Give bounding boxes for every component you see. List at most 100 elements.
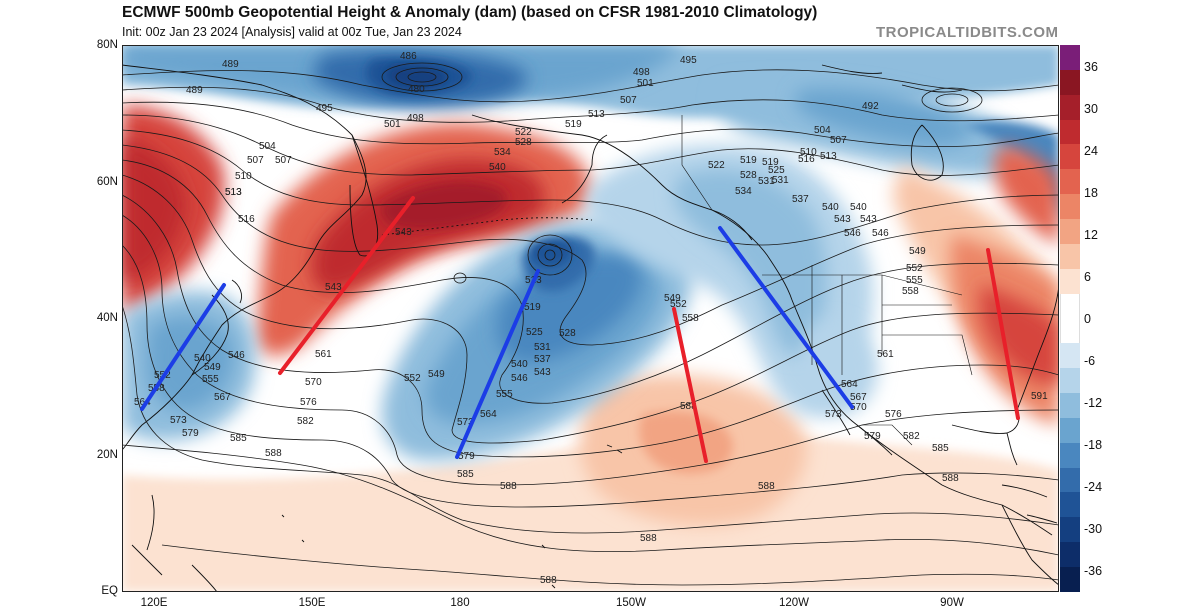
height-contours: [122, 62, 1059, 586]
contour-label: 570: [305, 377, 322, 388]
contour-label: 552: [404, 373, 421, 384]
colorbar-segment: [1060, 343, 1080, 369]
contour-label: 588: [640, 533, 657, 544]
contour-label: 513: [225, 187, 242, 198]
colorbar-label: -18: [1084, 438, 1103, 452]
contour-label: 579: [864, 431, 881, 442]
colorbar-label: 24: [1084, 144, 1098, 158]
map-title: ECMWF 500mb Geopotential Height & Anomal…: [122, 4, 818, 21]
contour-label: 558: [682, 313, 699, 324]
contour-label: 585: [932, 443, 949, 454]
contour-label: 549: [204, 362, 221, 373]
contour-label: 522: [515, 127, 532, 138]
contour-label: 543: [395, 227, 412, 238]
contour-label: 510: [235, 171, 252, 182]
colorbar-segment: [1060, 243, 1080, 269]
contour-label: 540: [194, 353, 211, 364]
contour-label: 519: [740, 155, 757, 166]
contour-label: 570: [850, 402, 867, 413]
contour-label: 543: [860, 214, 877, 225]
contour-label: 567: [850, 392, 867, 403]
contour-label: 555: [906, 275, 923, 286]
contour-label: 519: [524, 302, 541, 313]
contour-label: 582: [903, 431, 920, 442]
contour-label: 576: [885, 409, 902, 420]
contour-label: 540: [511, 359, 528, 370]
ridge-axis: [278, 196, 415, 375]
contour-label: 579: [458, 451, 475, 462]
colorbar-label: 18: [1084, 186, 1098, 200]
colorbar-label: 6: [1084, 270, 1091, 284]
contour-label: 558: [902, 286, 919, 297]
contour-label: 585: [457, 469, 474, 480]
contour-label: 591: [1031, 391, 1048, 402]
contour-label: 588: [758, 481, 775, 492]
contour-label: 498: [633, 67, 650, 78]
ridge-axis: [672, 307, 708, 463]
colorbar-segment: [1060, 492, 1080, 518]
lat-label-60n: 60N: [96, 176, 118, 188]
colorbar-label: -6: [1084, 354, 1096, 368]
lon-label-150e: 150E: [298, 597, 326, 609]
watermark: TROPICALTIDBITS.COM: [876, 24, 1059, 41]
colorbar-segment: [1060, 318, 1080, 344]
contour-label: 555: [202, 374, 219, 385]
contour-label: 546: [844, 228, 861, 239]
colorbar-segment: [1060, 144, 1080, 170]
colorbar-segment: [1060, 417, 1080, 443]
contour-label: 543: [834, 214, 851, 225]
contour-label: 495: [316, 103, 333, 114]
contour-label: 582: [297, 416, 314, 427]
contour-label: 504: [259, 141, 276, 152]
lat-label-20n: 20N: [96, 449, 118, 461]
contour-label: 492: [862, 101, 879, 112]
colorbar-segment: [1060, 442, 1080, 468]
contour-label: 534: [735, 186, 752, 197]
contour-label: 525: [768, 165, 785, 176]
colorbar-segment: [1060, 542, 1080, 568]
contour-label: 564: [134, 397, 151, 408]
contour-label: 516: [798, 154, 815, 165]
contour-label: 588: [500, 481, 517, 492]
contour-label: 537: [792, 194, 809, 205]
colorbar-segment: [1060, 293, 1080, 319]
contour-label: 561: [877, 349, 894, 360]
contour-label: 543: [534, 367, 551, 378]
contour-label: 588: [265, 448, 282, 459]
analysis-axes: [140, 196, 1020, 463]
contour-label: 531: [772, 175, 789, 186]
colorbar-label: -36: [1084, 564, 1103, 578]
colorbar-segment: [1060, 368, 1080, 394]
contour-label: 564: [480, 409, 497, 420]
contour-label: 546: [228, 350, 245, 361]
contour-label: 507: [620, 95, 637, 106]
contour-label: 519: [565, 119, 582, 130]
contour-labels: 489 486 480 489 495 498 501 507 513 519 …: [134, 51, 1048, 586]
contour-label: 537: [534, 354, 551, 365]
colorbar-segment: [1060, 467, 1080, 493]
contour-label: 486: [400, 51, 417, 62]
anomaly-fill: [122, 45, 1059, 592]
contour-label: 540: [822, 202, 839, 213]
colorbar-segment: [1060, 69, 1080, 95]
lon-label-180: 180: [450, 597, 470, 609]
contour-label: 510: [800, 147, 817, 158]
contour-label: 525: [526, 327, 543, 338]
colorbar-segment: [1060, 219, 1080, 244]
contour-label: 573: [825, 409, 842, 420]
colorbar-label: -24: [1084, 480, 1103, 494]
colorbar-segment: [1060, 194, 1080, 220]
contour-label: 549: [664, 293, 681, 304]
contour-label: 501: [637, 78, 654, 89]
contour-label: 513: [820, 151, 837, 162]
contour-label: 549: [428, 369, 445, 380]
contour-label: 495: [680, 55, 697, 66]
lon-label-120w: 120W: [778, 597, 810, 609]
contour-label: 573: [457, 417, 474, 428]
contour-label: 519: [762, 157, 779, 168]
contour-label: 534: [494, 147, 511, 158]
colorbar-label: 0: [1084, 312, 1091, 326]
contour-label: 516: [238, 214, 255, 225]
trough-axis: [455, 269, 540, 459]
contour-label: 507: [247, 155, 264, 166]
